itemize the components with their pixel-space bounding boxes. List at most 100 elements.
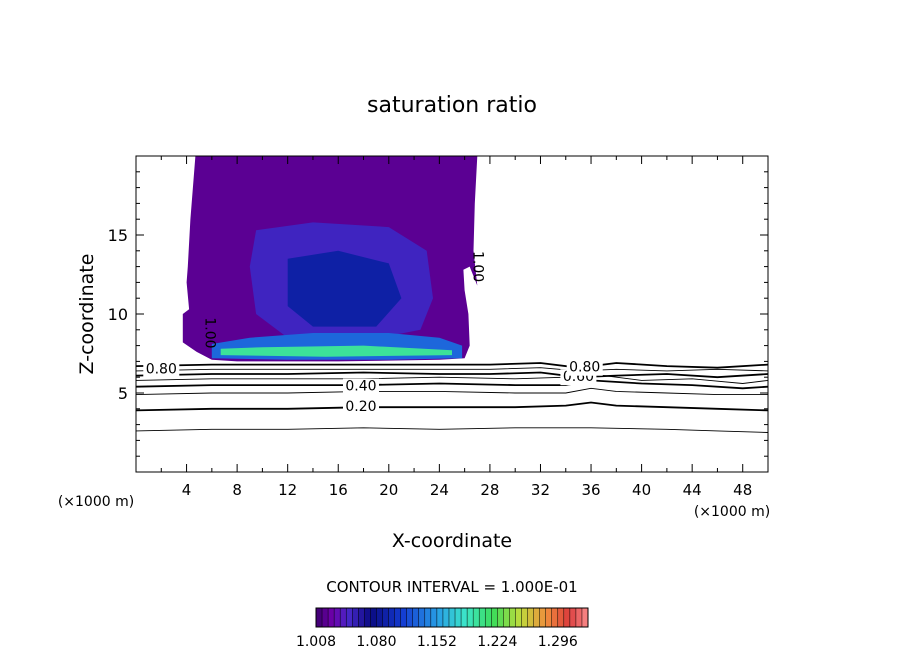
colorbar-cell-44 <box>581 608 589 627</box>
x-tick-label-9: 40 <box>632 481 651 499</box>
colorbar-tick-labels: 1.008 1.080 1.152 1.224 1.296 <box>296 634 578 650</box>
x-axis-label: X-coordinate <box>392 530 512 552</box>
colorbar-cell-20 <box>436 608 444 627</box>
colorbar-tick-label-3: 1.224 <box>477 634 517 650</box>
colorbar-cell-8 <box>364 608 371 627</box>
colorbar-cell-36 <box>533 608 540 627</box>
y-tick-label-1: 10 <box>108 305 128 324</box>
chart-title: saturation ratio <box>367 93 537 118</box>
fill-region-4 <box>220 345 452 357</box>
contour-label-bg-3 <box>566 359 603 376</box>
x-tick-label-4: 20 <box>379 481 398 499</box>
colorbar-cell-21 <box>442 608 450 627</box>
x-tick-label-3: 16 <box>329 481 348 499</box>
colorbar-cell-42 <box>569 608 577 627</box>
contour-line-7 <box>136 362 768 369</box>
contour-line-layer <box>136 362 768 433</box>
colorbar-tick-label-0: 1.008 <box>296 634 336 650</box>
colorbar-cell-23 <box>455 608 462 627</box>
contour-interval-text: CONTOUR INTERVAL = 1.000E-01 <box>326 578 577 596</box>
colorbar-cell-22 <box>448 608 456 627</box>
contour-line-0 <box>136 427 768 433</box>
colorbar-cell-40 <box>557 608 565 627</box>
contour-label-3: 0.80 <box>569 360 600 376</box>
colorbar-cell-4 <box>340 608 347 627</box>
colorbar-cell-34 <box>521 608 528 627</box>
colorbar-cell-14 <box>400 608 407 627</box>
colorbar-cell-6 <box>352 608 359 627</box>
contour-line-4 <box>136 375 768 384</box>
colorbar-cell-10 <box>376 608 383 627</box>
contour-label-5: 1.00 <box>469 251 485 282</box>
x-tick-label-1: 8 <box>232 481 242 499</box>
fill-region-2 <box>287 250 402 327</box>
y-axis-ticks: 5 10 15 <box>108 171 768 457</box>
colorbar-cell-17 <box>418 608 426 627</box>
colorbar-cell-12 <box>388 608 395 627</box>
colorbar-cell-5 <box>346 608 353 627</box>
colorbar-cell-37 <box>539 608 546 627</box>
contour-label-bg-4 <box>143 361 180 378</box>
colorbar-cell-7 <box>358 608 365 627</box>
colorbar-cell-27 <box>479 608 486 627</box>
y-axis-label: Z-coordinate <box>76 254 98 375</box>
colorbar-cell-15 <box>406 608 414 627</box>
colorbar-cell-13 <box>394 608 401 627</box>
colorbar-cell-19 <box>430 608 438 627</box>
x-tick-label-6: 28 <box>480 481 499 499</box>
contour-line-1 <box>136 401 768 412</box>
contour-label-bg-1 <box>342 378 379 395</box>
x-unit-left: (×1000 m) <box>58 494 134 510</box>
x-tick-label-7: 32 <box>531 481 550 499</box>
colorbar-cell-9 <box>370 608 377 627</box>
colorbar-cell-29 <box>491 608 498 627</box>
colorbar-tick-label-1: 1.080 <box>356 634 396 650</box>
x-tick-label-2: 12 <box>278 481 297 499</box>
colorbar-cell-30 <box>497 608 504 627</box>
colorbar-cell-43 <box>575 608 583 627</box>
y-tick-label-0: 5 <box>118 384 128 403</box>
contour-label-1: 0.40 <box>345 379 376 395</box>
colorbar-cell-11 <box>382 608 389 627</box>
colorbar-cell-41 <box>563 608 571 627</box>
colorbar-cell-33 <box>515 608 522 627</box>
colorbar-cell-35 <box>527 608 534 627</box>
colorbar-cell-1 <box>322 608 329 627</box>
x-axis-ticks: 4 8 12 16 20 24 28 32 36 40 44 48 <box>160 156 752 499</box>
colorbar-cell-3 <box>334 608 341 627</box>
contour-line-5 <box>136 371 768 379</box>
colorbar <box>315 607 589 628</box>
colorbar-cell-38 <box>545 608 553 627</box>
contour-label-6: 1.00 <box>201 317 217 348</box>
colorbar-cell-31 <box>503 608 510 627</box>
y-tick-label-2: 15 <box>108 226 128 245</box>
colorbar-frame <box>315 607 589 628</box>
colorbar-cell-39 <box>551 608 559 627</box>
x-tick-label-8: 36 <box>581 481 600 499</box>
contour-line-6 <box>136 367 768 372</box>
x-tick-label-0: 4 <box>182 481 192 499</box>
contour-label-4: 0.80 <box>146 361 177 377</box>
colorbar-cell-32 <box>509 608 516 627</box>
colorbar-cell-28 <box>485 608 492 627</box>
contour-label-bg-0 <box>342 399 379 416</box>
colorbar-cell-24 <box>461 608 468 627</box>
contour-label-0: 0.20 <box>345 399 376 415</box>
colorbar-cell-0 <box>316 608 323 627</box>
x-tick-label-5: 24 <box>430 481 449 499</box>
colorbar-tick-label-4: 1.296 <box>538 634 578 650</box>
contour-line-2 <box>136 387 768 396</box>
x-unit-right: (×1000 m) <box>694 504 770 520</box>
x-tick-label-10: 44 <box>683 481 702 499</box>
x-tick-label-11: 48 <box>733 481 752 499</box>
colorbar-cell-18 <box>424 608 432 627</box>
colorbar-cell-2 <box>328 608 335 627</box>
colorbar-cell-25 <box>467 608 474 627</box>
colorbar-tick-label-2: 1.152 <box>417 634 457 650</box>
contour-line-3 <box>136 379 768 390</box>
colorbar-cell-16 <box>412 608 420 627</box>
fill-layer <box>182 156 478 362</box>
colorbar-cell-26 <box>473 608 480 627</box>
contour-label-layer: 0.200.400.600.800.801.001.00 <box>143 251 603 416</box>
